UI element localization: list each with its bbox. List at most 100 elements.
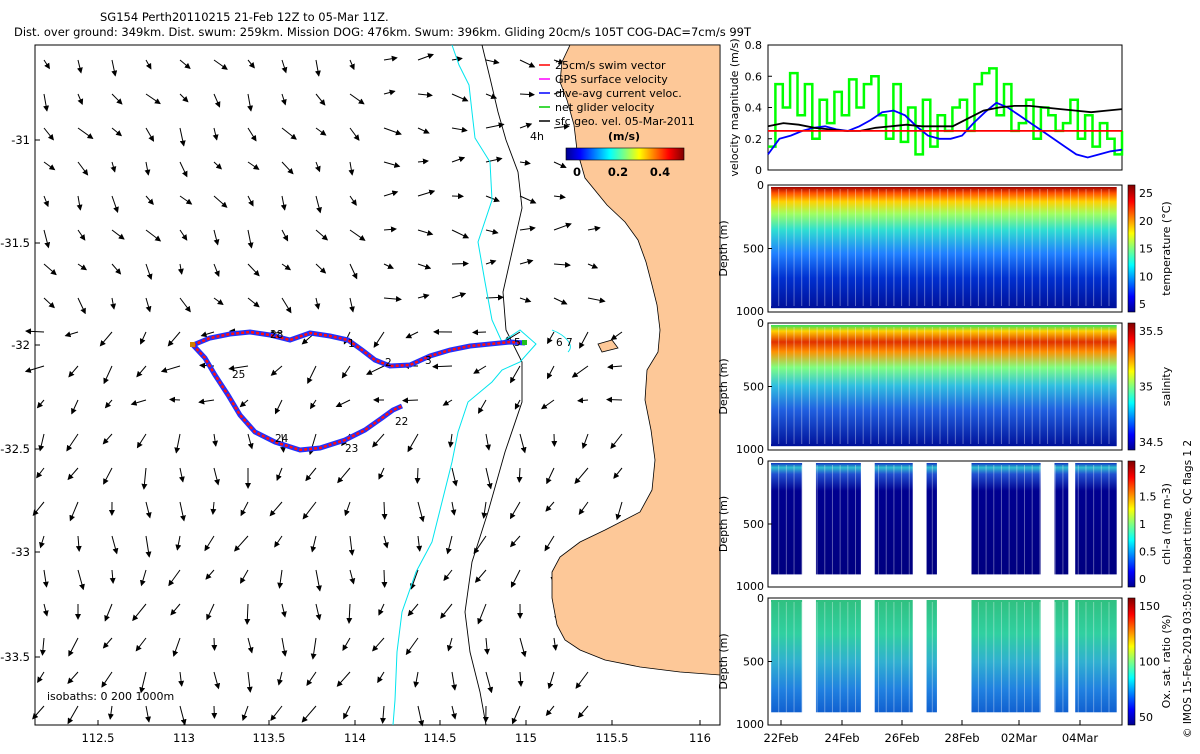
colorbar-tick-label: 100 (1139, 656, 1160, 669)
depth-axis-label: Depth (m) (717, 496, 730, 552)
map-y-tick-label: -31 (11, 133, 30, 147)
figure-subtitle: Dist. over ground: 349km. Dist. swum: 25… (14, 25, 752, 39)
depth-tick-label: 500 (743, 381, 764, 394)
credit-text: © IMOS 15-Feb-2019 03:50:01 Hobart time.… (1182, 440, 1194, 738)
velocity-y-tick-label: 0.8 (745, 39, 763, 52)
colorbar-label: Ox. sat. ratio (%) (1160, 615, 1173, 709)
colorbar-label: salinity (1160, 366, 1173, 406)
current-vector (170, 399, 180, 400)
profile-data-field (1075, 600, 1116, 712)
depth-axis-label: Depth (m) (717, 633, 730, 689)
day-label: 25 (232, 369, 245, 381)
colorbar-tick-label: 0 (573, 165, 581, 179)
profile-data-field (771, 325, 1117, 446)
day-label: 7 (566, 337, 573, 349)
colorbar-tick-label: 1.5 (1139, 491, 1157, 504)
colorbar-tick-label: 10 (1139, 270, 1153, 283)
colorbar-label: chl-a (mg m-3) (1160, 483, 1173, 565)
colorbar-tick-label: 0 (1139, 573, 1146, 586)
profile-colorbar (1128, 323, 1135, 450)
map-x-tick-label: 115 (515, 731, 537, 745)
colorbar-tick-label: 15 (1139, 243, 1153, 256)
map-x-tick-label: 113 (173, 731, 195, 745)
colorbar-tick-label: 20 (1139, 215, 1153, 228)
day-label: 2 (385, 357, 392, 369)
colorbar-title: (m/s) (608, 130, 640, 143)
profile-data-field (816, 463, 861, 574)
colorbar-tick-label: 0.4 (650, 165, 670, 179)
legend-label: sfc geo. vel. 05-Mar-2011 (555, 115, 695, 128)
profile-data-field (972, 463, 1041, 574)
profile-data-field (771, 187, 1117, 308)
date-tick-label: 22Feb (764, 731, 799, 745)
profile-data-field (927, 463, 937, 574)
profile-data-field (1054, 600, 1068, 712)
map-y-tick-label: -32.5 (0, 442, 30, 456)
depth-tick-label: 0 (757, 317, 764, 330)
map-x-tick-label: 116 (689, 731, 711, 745)
depth-tick-label: 0 (757, 179, 764, 192)
depth-axis-label: Depth (m) (717, 358, 730, 414)
profile-colorbar (1128, 185, 1135, 312)
track-start-marker (190, 342, 195, 347)
colorbar-tick-label: 35 (1139, 381, 1153, 394)
profile-data-field (1054, 463, 1068, 574)
map-y-tick-label: -33 (11, 545, 30, 559)
depth-tick-label: 0 (757, 455, 764, 468)
current-vector (384, 570, 385, 587)
map-y-tick-label: -33.5 (0, 650, 30, 664)
track-end-marker (522, 340, 527, 345)
colorbar-label: temperature (°C) (1160, 201, 1173, 295)
time-label: 4h (530, 130, 544, 143)
date-tick-label: 02Mar (1001, 731, 1038, 745)
date-tick-label: 24Feb (825, 731, 860, 745)
speed-colorbar (566, 148, 684, 160)
depth-tick-label: 1000 (736, 718, 764, 731)
colorbar-tick-label: 25 (1139, 187, 1153, 200)
velocity-y-tick-label: 0 (755, 164, 762, 177)
current-vector (214, 638, 215, 650)
legend-label: dive-avg current veloc. (555, 87, 682, 100)
map-x-tick-label: 113.5 (253, 731, 286, 745)
day-label: 6 (556, 337, 563, 349)
depth-tick-label: 0 (757, 592, 764, 605)
profile-data-field (1075, 463, 1116, 574)
map-x-tick-label: 115.5 (596, 731, 629, 745)
colorbar-tick-label: 2 (1139, 463, 1146, 476)
depth-tick-label: 500 (743, 518, 764, 531)
legend-label: 25cm/s swim vector (555, 59, 666, 72)
profile-data-field (927, 600, 937, 712)
map-x-tick-label: 114.5 (424, 731, 457, 745)
depth-tick-label: 500 (743, 656, 764, 669)
legend-label: net glider velocity (555, 101, 655, 114)
current-vector (452, 263, 468, 264)
colorbar-tick-label: 150 (1139, 600, 1160, 613)
velocity-y-tick-label: 0.2 (745, 133, 763, 146)
isobaths-note: isobaths: 0 200 1000m (47, 690, 174, 703)
colorbar-tick-label: 1 (1139, 518, 1146, 531)
colorbar-tick-label: 0.5 (1139, 546, 1157, 559)
day-label: 24 (275, 433, 289, 445)
profile-colorbar (1128, 598, 1135, 725)
colorbar-tick-label: 50 (1139, 711, 1153, 724)
day-label: 5 (514, 337, 521, 349)
colorbar-tick-label: 5 (1139, 298, 1146, 311)
depth-axis-label: Depth (m) (717, 220, 730, 276)
velocity-y-tick-label: 0.6 (745, 70, 763, 83)
date-tick-label: 28Feb (945, 731, 980, 745)
current-vector (403, 400, 418, 401)
day-label: 23 (345, 443, 358, 455)
day-label: 1 (348, 338, 355, 350)
map-x-tick-label: 112.5 (82, 731, 115, 745)
current-vector (473, 332, 486, 333)
day-label: 3 (425, 355, 432, 367)
velocity-y-tick-label: 0.4 (745, 102, 763, 115)
colorbar-tick-label: 35.5 (1139, 325, 1164, 338)
day-label: 28 (270, 329, 283, 341)
map-x-tick-label: 114 (344, 731, 366, 745)
profile-colorbar (1128, 461, 1135, 587)
